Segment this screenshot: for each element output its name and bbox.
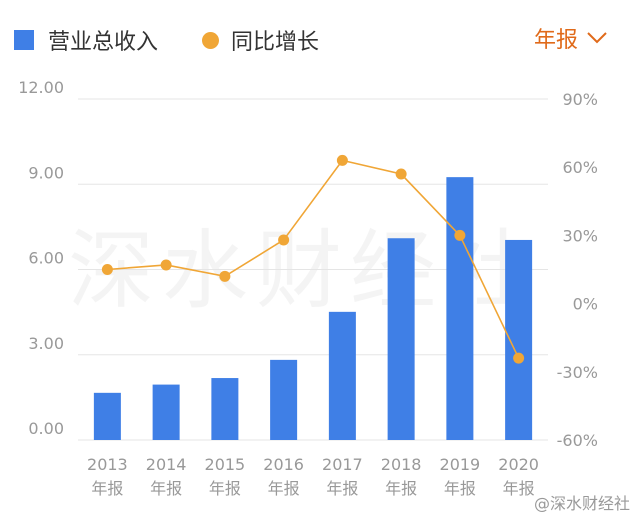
x-tick-label: 2013 — [87, 455, 128, 474]
y-right-tick-label: 90% — [562, 90, 598, 109]
y-left-tick-label: 6.00 — [28, 249, 64, 268]
revenue-bar — [152, 384, 180, 440]
x-tick-sublabel: 年报 — [209, 479, 241, 498]
revenue-bar — [387, 238, 415, 440]
x-tick-sublabel: 年报 — [91, 479, 123, 498]
y-right-tick-label: -60% — [557, 431, 598, 450]
growth-point — [454, 229, 466, 241]
revenue-bar — [446, 177, 474, 441]
x-tick-sublabel: 年报 — [326, 479, 358, 498]
revenue-bar — [93, 392, 121, 440]
y-right-tick-label: -30% — [557, 363, 598, 382]
x-tick-label: 2014 — [146, 455, 187, 474]
x-tick-label: 2015 — [205, 455, 246, 474]
revenue-bar — [211, 378, 239, 440]
y-right-tick-label: 0% — [573, 295, 598, 314]
footer-watermark: @深水财经社 — [533, 494, 630, 513]
y-right-tick-label: 30% — [562, 226, 598, 245]
growth-point — [336, 154, 348, 166]
x-tick-sublabel: 年报 — [268, 479, 300, 498]
x-tick-label: 2016 — [263, 455, 304, 474]
growth-point — [395, 168, 407, 180]
growth-line — [107, 159, 520, 359]
growth-point — [219, 270, 231, 282]
x-tick-sublabel: 年报 — [150, 479, 182, 498]
x-tick-label: 2020 — [498, 455, 539, 474]
y-left-tick-label: 0.00 — [28, 419, 64, 438]
period-selector-label: 年报 — [533, 28, 578, 53]
y-left-tick-label: 12.00 — [18, 78, 64, 97]
x-tick-label: 2017 — [322, 455, 363, 474]
x-tick-sublabel: 年报 — [385, 479, 417, 498]
y-left-tick-label: 3.00 — [28, 334, 64, 353]
growth-point — [513, 352, 525, 364]
revenue-bar — [328, 311, 356, 440]
legend: 营业总收入 同比增长 — [14, 24, 319, 56]
growth-point — [278, 234, 290, 246]
legend-bar-swatch — [14, 30, 34, 50]
growth-point — [101, 264, 113, 275]
growth-point — [160, 259, 172, 271]
chevron-down-icon — [587, 32, 607, 44]
x-tick-sublabel: 年报 — [503, 479, 535, 498]
x-tick-label: 2019 — [440, 455, 481, 474]
period-selector[interactable]: 年报 — [534, 22, 608, 54]
y-left-tick-label: 9.00 — [28, 163, 64, 182]
legend-line-label: 同比增长 — [231, 30, 320, 55]
y-right-tick-label: 60% — [562, 158, 598, 177]
revenue-bar — [270, 359, 298, 440]
x-tick-label: 2018 — [381, 455, 422, 474]
legend-line-swatch — [202, 31, 220, 49]
x-tick-sublabel: 年报 — [444, 479, 476, 498]
legend-bar-label: 营业总收入 — [48, 30, 159, 55]
